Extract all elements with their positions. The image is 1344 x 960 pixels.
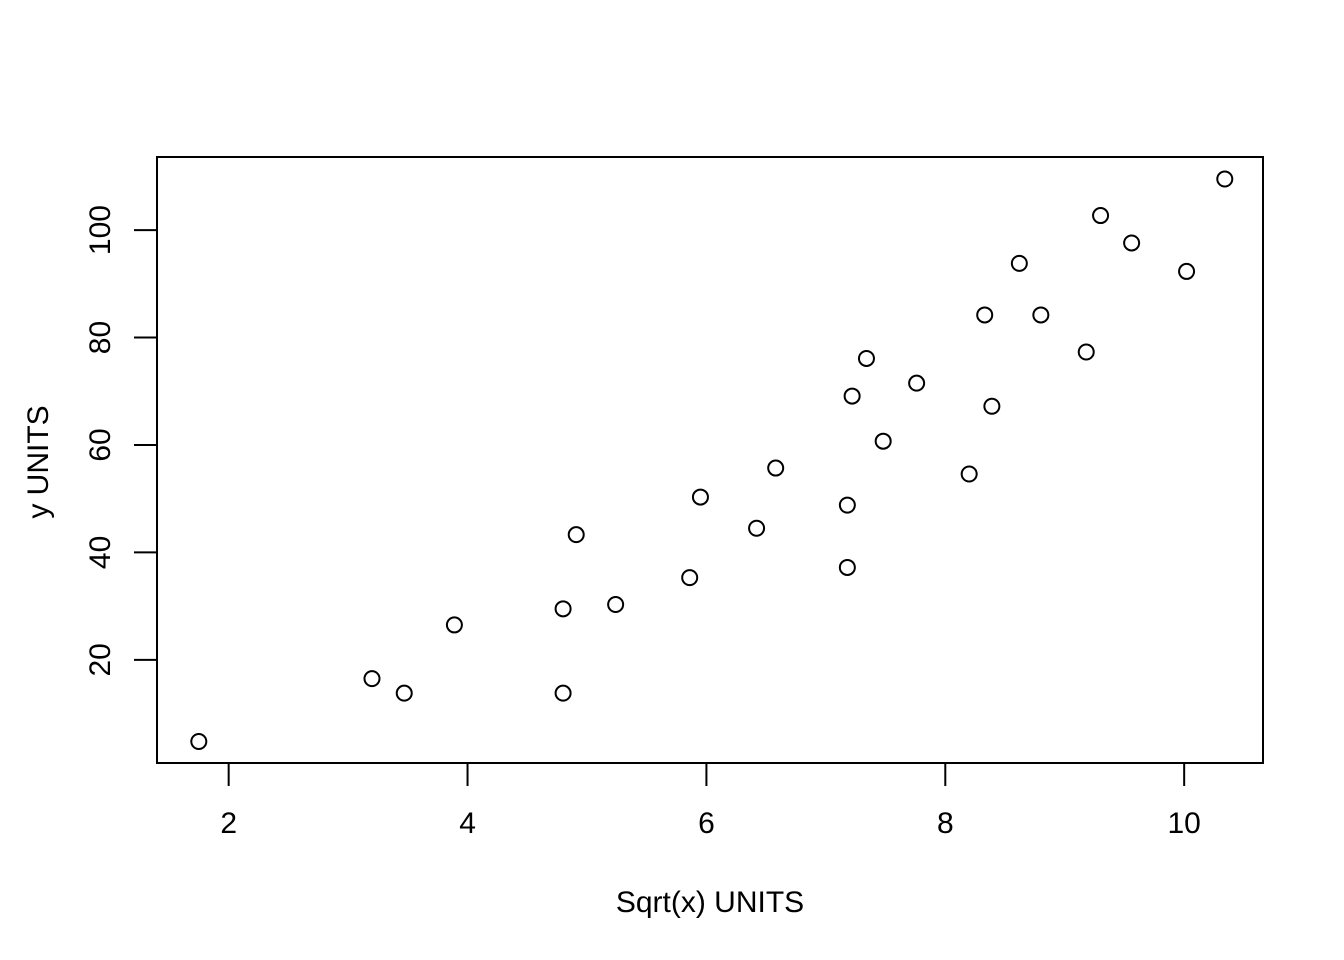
x-tick-label: 4 xyxy=(459,807,476,840)
x-tick-label: 6 xyxy=(698,807,715,840)
x-tick-label: 2 xyxy=(220,807,237,840)
y-tick-label: 80 xyxy=(84,321,117,354)
y-tick-label: 60 xyxy=(84,428,117,461)
data-point xyxy=(1123,234,1141,252)
x-axis-label: Sqrt(x) UNITS xyxy=(616,886,804,919)
data-point xyxy=(567,526,585,544)
data-point xyxy=(874,432,892,450)
data-point xyxy=(445,616,463,634)
plot-frame xyxy=(156,156,1264,764)
data-point xyxy=(554,600,572,618)
data-point xyxy=(681,569,699,587)
data-point xyxy=(1216,170,1234,188)
data-point xyxy=(395,684,413,702)
data-point xyxy=(1178,262,1196,280)
x-axis: 2 4 6 8 10 xyxy=(220,762,1201,840)
y-tick-label: 20 xyxy=(84,643,117,676)
data-point xyxy=(691,488,709,506)
data-point xyxy=(843,387,861,405)
data-point xyxy=(1092,207,1110,225)
data-point xyxy=(838,558,856,576)
y-axis-label: y UNITS xyxy=(22,405,55,518)
data-point xyxy=(908,374,926,392)
x-tick-label: 10 xyxy=(1167,807,1200,840)
data-point xyxy=(607,596,625,614)
data-point xyxy=(1032,306,1050,324)
y-axis: 20 40 60 80 100 xyxy=(84,205,158,677)
data-point xyxy=(1077,343,1095,361)
y-tick-label: 100 xyxy=(84,205,117,255)
data-point xyxy=(767,459,785,477)
data-point xyxy=(983,397,1001,415)
data-point xyxy=(857,349,875,367)
data-point xyxy=(960,465,978,483)
data-point xyxy=(190,733,208,751)
data-point xyxy=(838,496,856,514)
data-points xyxy=(190,170,1234,751)
data-point xyxy=(363,670,381,688)
data-point xyxy=(976,306,994,324)
data-point xyxy=(1010,254,1028,272)
data-point xyxy=(748,519,766,537)
y-tick-label: 40 xyxy=(84,536,117,569)
data-point xyxy=(554,684,572,702)
x-tick-label: 8 xyxy=(937,807,954,840)
